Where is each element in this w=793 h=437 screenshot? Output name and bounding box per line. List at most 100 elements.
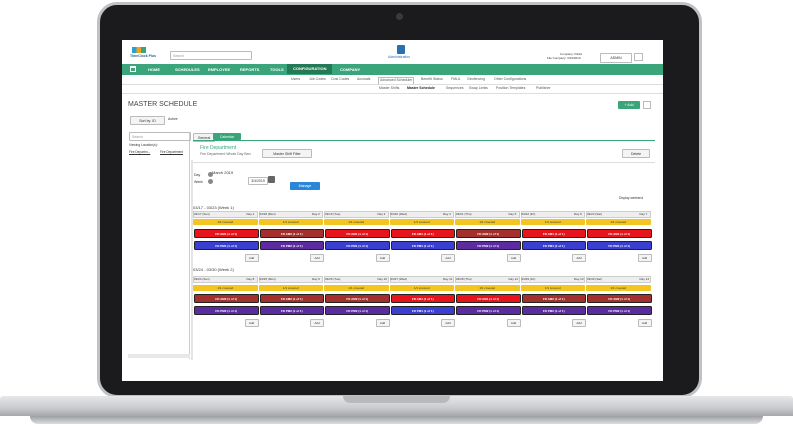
coverage-bar[interactable]: 1/1 covered — [258, 285, 323, 291]
more-button[interactable] — [643, 101, 651, 109]
shift-block[interactable]: FD PM2 (1 of 1) — [325, 306, 390, 315]
day-date: 03/28 (Thu) — [456, 277, 472, 281]
add-shift-button[interactable]: Add — [310, 254, 324, 262]
shift-block[interactable]: FD PM2 (1 of 1) — [194, 306, 259, 315]
location-item[interactable]: Fire Departm... — [129, 150, 151, 154]
nav-item[interactable]: EMPLOYEE — [208, 67, 231, 72]
coverage-bar[interactable]: 1/1 covered — [324, 285, 389, 291]
shift-block[interactable]: FD AM2 (1 of 1) — [259, 294, 324, 303]
coverage-bar[interactable]: 1/1 covered — [389, 219, 454, 225]
shift-block[interactable]: FD PM1 (1 of 1) — [587, 241, 652, 250]
coverage-bar[interactable]: 1/1 covered — [455, 219, 520, 225]
add-button[interactable]: + Add — [618, 101, 640, 109]
shift-block[interactable]: FD AM2 (1 of 1) — [587, 294, 652, 303]
sort-dropdown[interactable]: Sort by: ID — [130, 116, 165, 125]
subnav-item[interactable]: Accruals — [357, 77, 371, 81]
user-button[interactable]: ADMIN — [600, 53, 632, 63]
add-shift-button[interactable]: Add — [506, 254, 521, 262]
add-shift-button[interactable]: Add — [375, 254, 390, 262]
shift-block[interactable]: FD PM1 (1 of 1) — [325, 241, 390, 250]
nav-item[interactable]: REPORTS — [240, 67, 260, 72]
search-box[interactable]: Search — [170, 51, 252, 60]
add-shift-button[interactable]: Add — [572, 254, 586, 262]
subsubnav-item[interactable]: Swap Limits — [469, 86, 488, 90]
calendar-icon[interactable] — [268, 176, 275, 183]
coverage-bar[interactable]: 1/1 covered — [258, 219, 323, 225]
delete-button[interactable]: Delete — [622, 149, 650, 158]
settings-button[interactable] — [634, 53, 643, 61]
add-shift-button[interactable]: Add — [637, 319, 652, 327]
shift-block[interactable]: FD PM1 (1 of 1) — [390, 241, 455, 250]
shift-block[interactable]: FD PM2 (1 of 1) — [456, 306, 521, 315]
subsubnav-item[interactable]: Publisher — [536, 86, 551, 90]
subnav-item[interactable]: Cost Codes — [331, 77, 350, 81]
shift-block[interactable]: FD PM1 (1 of 1) — [521, 241, 586, 250]
nav-item[interactable]: SCHEDULES — [175, 67, 200, 72]
shift-block[interactable]: FD PM1 (1 of 1) — [390, 306, 455, 315]
location-item[interactable]: Fire Department — [160, 150, 184, 154]
coverage-bar[interactable]: 1/1 covered — [586, 285, 651, 291]
shift-block[interactable]: FD AM2 (1 of 1) — [521, 294, 586, 303]
shift-block[interactable]: FD AM1 (1 of 1) — [194, 229, 259, 238]
shift-block[interactable]: FD PM1 (1 of 1) — [194, 241, 259, 250]
day-header — [324, 211, 389, 218]
shift-block[interactable]: FD AM1 (1 of 1) — [390, 229, 455, 238]
shift-block[interactable]: FD AM1 (1 of 1) — [325, 229, 390, 238]
subsubnav-item[interactable]: Position Templates — [496, 86, 526, 90]
add-shift-button[interactable]: Add — [572, 319, 586, 327]
manage-button[interactable]: Manage — [290, 182, 320, 190]
add-shift-button[interactable]: Add — [244, 319, 259, 327]
coverage-bar[interactable]: 1/1 covered — [520, 285, 585, 291]
shift-block[interactable]: FD AM1 (1 of 1) — [390, 294, 455, 303]
coverage-bar[interactable]: 1/1 covered — [455, 285, 520, 291]
subsubnav-item[interactable]: Master Shifts — [379, 86, 400, 90]
add-shift-button[interactable]: Add — [244, 254, 259, 262]
shift-block[interactable]: FD PM2 (1 of 1) — [521, 306, 586, 315]
add-shift-button[interactable]: Add — [375, 319, 390, 327]
shift-block[interactable]: FD AM1 (1 of 1) — [456, 294, 521, 303]
tab[interactable]: Calendar — [213, 133, 241, 140]
coverage-bar[interactable]: 1/1 covered — [520, 219, 585, 225]
coverage-bar[interactable]: 1/1 covered — [193, 285, 258, 291]
nav-item[interactable]: CONFIGURATION — [287, 64, 333, 74]
active-checkbox[interactable]: Active — [168, 117, 178, 121]
subnav-item[interactable]: Geofencing — [467, 77, 485, 81]
subsubnav-item[interactable]: Sequences — [446, 86, 464, 90]
date-input[interactable]: 3/4/2019 — [248, 177, 268, 185]
tab[interactable]: General — [193, 133, 215, 142]
nav-item[interactable]: TOOLS — [270, 67, 284, 72]
add-shift-button[interactable]: Add — [637, 254, 652, 262]
add-shift-button[interactable]: Add — [310, 319, 324, 327]
coverage-bar[interactable]: 1/1 covered — [193, 219, 258, 225]
week-radio[interactable]: Week — [194, 180, 203, 184]
nav-item[interactable]: HOME — [148, 67, 160, 72]
add-shift-button[interactable]: Add — [441, 254, 455, 262]
subnav-item[interactable]: Other Configurations — [494, 77, 527, 81]
shift-block[interactable]: FD PM2 (1 of 1) — [456, 241, 521, 250]
subsubnav-item[interactable]: Master Schedule — [407, 86, 435, 90]
display-weekend-checkbox[interactable]: Display weekend — [619, 196, 644, 200]
subnav-item[interactable]: Benefit Status — [421, 77, 443, 81]
shift-block[interactable]: FD PM2 (1 of 1) — [259, 306, 324, 315]
shift-block[interactable]: FD PM2 (1 of 1) — [259, 241, 324, 250]
subnav-item[interactable]: FMLA — [451, 77, 461, 81]
add-shift-button[interactable]: Add — [506, 319, 521, 327]
subnav-item[interactable]: Job Codes — [309, 77, 326, 81]
shift-block[interactable]: FD AM2 (1 of 1) — [456, 229, 521, 238]
shift-block[interactable]: FD PM2 (1 of 1) — [587, 306, 652, 315]
nav-item[interactable]: COMPANY — [340, 67, 361, 72]
shift-block[interactable]: FD AM1 (1 of 1) — [521, 229, 586, 238]
coverage-bar[interactable]: 1/1 covered — [324, 219, 389, 225]
coverage-bar[interactable]: 1/1 covered — [389, 285, 454, 291]
add-shift-button[interactable]: Add — [441, 319, 455, 327]
shift-block[interactable]: FD AM1 (1 of 1) — [587, 229, 652, 238]
day-number: Day 13 — [574, 277, 584, 281]
subnav-item[interactable]: Users — [291, 77, 301, 81]
day-radio[interactable]: Day — [194, 173, 201, 177]
coverage-bar[interactable]: 1/1 covered — [586, 219, 651, 225]
shift-block[interactable]: FD AM2 (1 of 1) — [194, 294, 259, 303]
shift-block[interactable]: FD AM2 (1 of 1) — [325, 294, 390, 303]
filter-button[interactable]: Master Shift Filter — [262, 149, 312, 158]
left-search[interactable]: Search — [129, 132, 191, 141]
shift-block[interactable]: FD AM2 (1 of 1) — [259, 229, 324, 238]
